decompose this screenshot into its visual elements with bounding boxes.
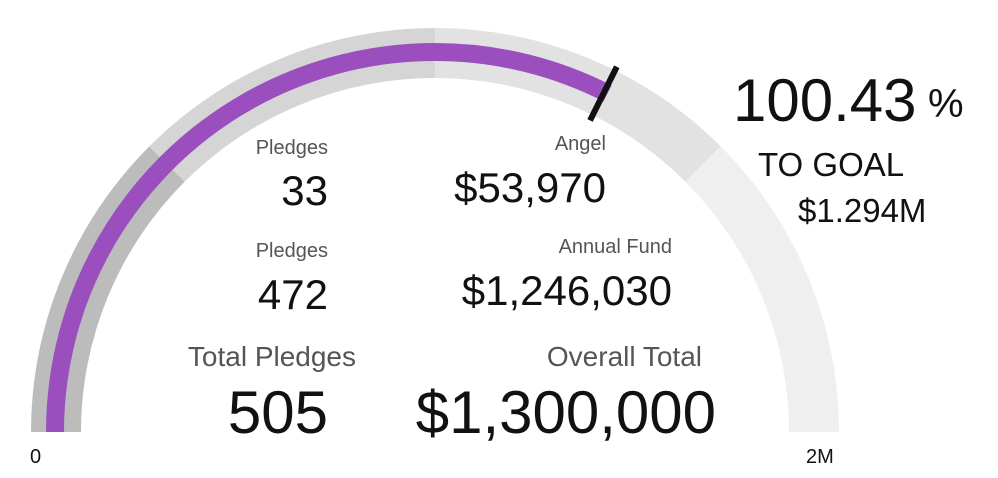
angel-pledges-value: 33 xyxy=(281,167,328,214)
goal-label: TO GOAL xyxy=(758,146,905,183)
gauge-value-bar xyxy=(46,43,612,433)
annual-fund-amount-value: $1,246,030 xyxy=(461,267,672,314)
overall-total-label: Overall Total xyxy=(546,341,702,372)
overall-total-value: $1,300,000 xyxy=(415,379,716,446)
gauge-min-label: 0 xyxy=(30,446,42,468)
total-pledges-label: Total Pledges xyxy=(187,341,356,372)
annual-fund-pledges-value: 472 xyxy=(257,271,328,318)
angel-pledges-label: Pledges xyxy=(255,137,328,159)
angel-amount-value: $53,970 xyxy=(454,164,606,211)
angel-amount-label: Angel xyxy=(554,133,606,155)
goal-percent-sign: % xyxy=(928,82,964,126)
gauge-max-label: 2M xyxy=(806,446,834,468)
annual-fund-amount-label: Annual Fund xyxy=(558,236,672,258)
goal-marker-line xyxy=(587,65,620,122)
gauge-band-4 xyxy=(685,146,839,432)
goal-percent-value: 100.43 xyxy=(733,67,917,134)
annual-fund-pledges-label: Pledges xyxy=(255,240,328,262)
gauge-value-arc xyxy=(46,43,612,433)
gauge-goal-marker xyxy=(587,65,620,122)
total-pledges-value: 505 xyxy=(227,379,328,446)
goal-amount: $1.294M xyxy=(798,192,927,229)
